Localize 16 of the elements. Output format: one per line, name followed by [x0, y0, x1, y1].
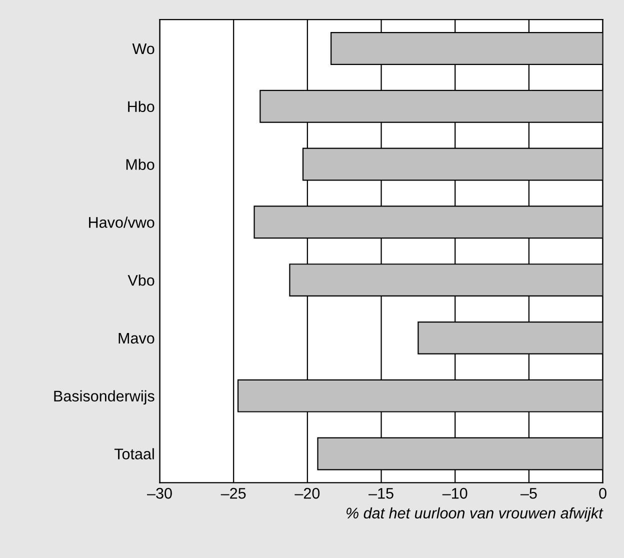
x-tick-label: –25	[220, 488, 246, 499]
x-tick-label: –20	[294, 488, 320, 499]
x-tick-label: –30	[147, 488, 172, 499]
x-tick-label: 0	[599, 488, 606, 499]
x-tick-label: –5	[520, 488, 537, 499]
y-tick-label: Vbo	[128, 274, 154, 286]
y-tick-label: Hbo	[128, 100, 154, 112]
y-tick-label: Mavo	[118, 332, 154, 344]
y-tick-label: Basisonderwijs	[54, 390, 154, 405]
y-tick-label: Havo/vwo	[89, 216, 154, 228]
x-tick-label: –15	[368, 488, 394, 499]
y-tick-label: Wo	[132, 44, 154, 54]
x-tick-label: –10	[442, 488, 468, 499]
y-tick-label: Totaal	[114, 448, 154, 460]
x-axis-title: % dat het uurloon van vrouwen afwijkt	[346, 507, 604, 522]
y-tick-label: Mbo	[126, 158, 154, 170]
